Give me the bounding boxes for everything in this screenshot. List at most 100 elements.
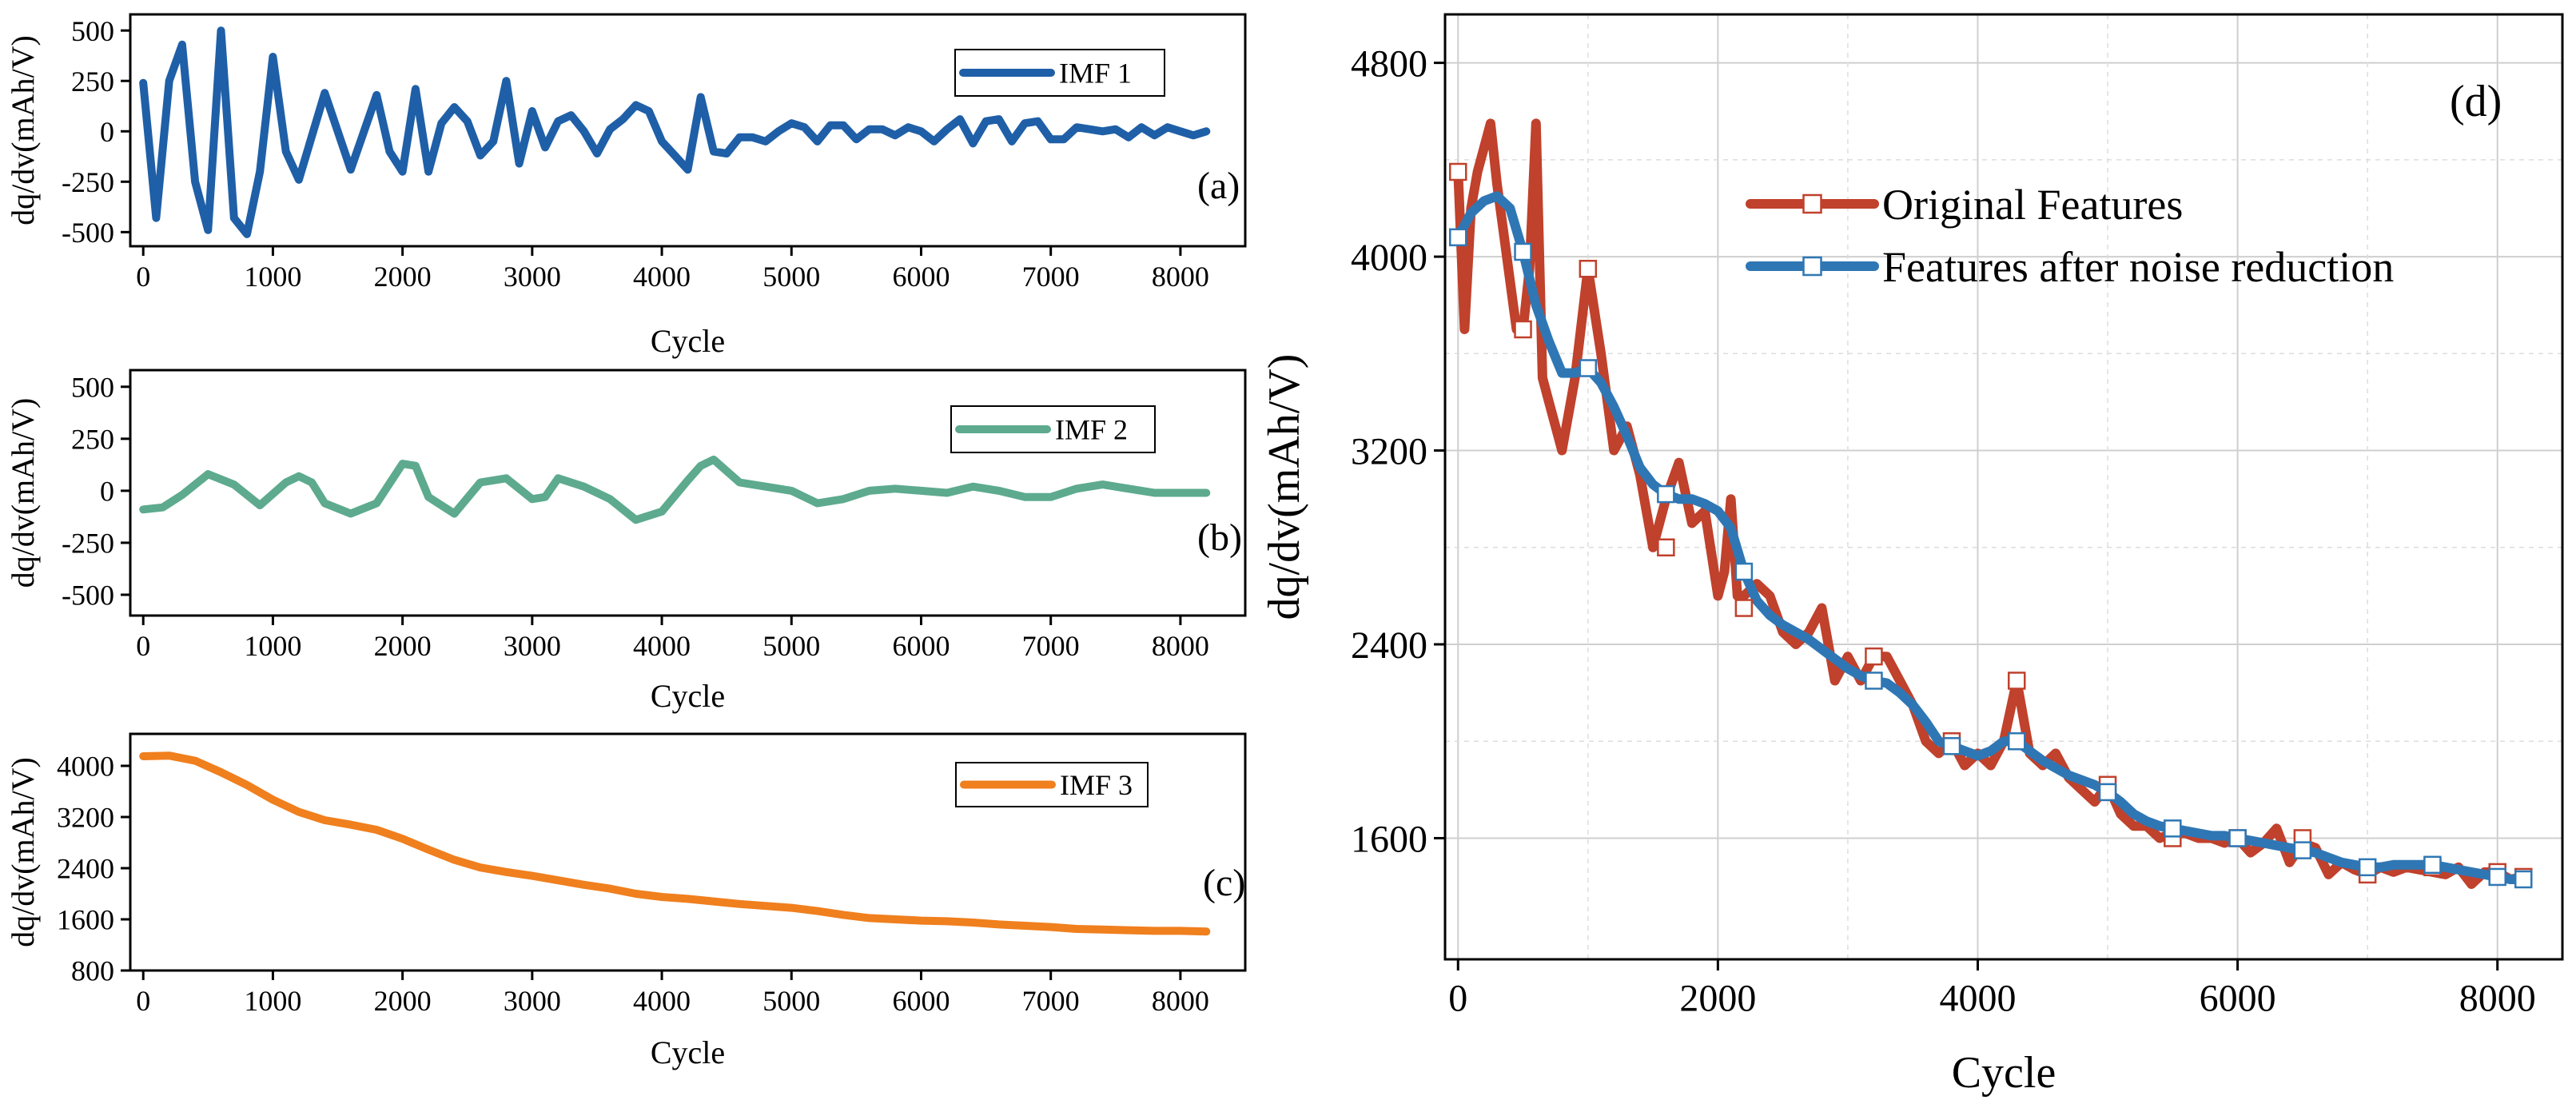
panel-label: (d)	[2450, 77, 2502, 126]
x-tick-label: 5000	[762, 985, 820, 1017]
y-tick-label: 4000	[1351, 237, 1427, 279]
x-tick-label: 5000	[762, 630, 820, 662]
y-tick-label: 4800	[1351, 42, 1427, 85]
y-tick-label: 4000	[57, 751, 114, 783]
x-tick-label: 1000	[244, 985, 301, 1017]
series-line-imf-1	[139, 26, 1211, 238]
data-point-marker	[2164, 819, 2182, 838]
data-point-marker	[2008, 672, 2026, 690]
y-axis-label: dq/dv(mAh/V)	[5, 35, 41, 225]
y-tick-label: 250	[71, 66, 114, 98]
plot-frame	[1443, 13, 2564, 961]
data-point-marker	[2358, 858, 2377, 877]
x-tick-label: 5000	[762, 261, 820, 293]
y-tick-label: -250	[62, 528, 114, 560]
series-line-imf-3	[139, 751, 1211, 936]
data-point-marker	[2293, 841, 2312, 859]
panel-a: 0 1000 2000 3000 4000 5000 6000 7000 8000-500-25…	[5, 13, 1247, 359]
data-point-marker	[1449, 228, 1467, 247]
y-axis-label: dq/dv(mAh/V)	[5, 757, 41, 947]
x-tick-label: 7000	[1022, 261, 1080, 293]
x-tick-label: 0	[136, 985, 150, 1017]
x-tick-label: 3000	[504, 630, 561, 662]
y-tick-label: 3200	[1351, 430, 1427, 472]
panel-label: (a)	[1197, 165, 1240, 207]
data-point-marker	[1579, 359, 1598, 377]
x-tick-label: 6000	[892, 985, 950, 1017]
x-tick-label: 4000	[633, 261, 691, 293]
legend-label: IMF 3	[1060, 769, 1133, 801]
legend-label: IMF 2	[1055, 414, 1128, 446]
panel-b: 0 1000 2000 3000 4000 5000 6000 7000 8000-500-25…	[5, 369, 1247, 714]
plot-frame	[129, 369, 1247, 617]
y-tick-label: -500	[62, 217, 114, 249]
data-point-marker	[2514, 870, 2533, 889]
series-line-imf-2	[139, 455, 1211, 524]
x-tick-label: 1000	[244, 630, 301, 662]
y-tick-label: 800	[71, 955, 114, 987]
x-tick-label: 8000	[1152, 630, 1209, 662]
data-point-marker	[1734, 599, 1754, 617]
x-tick-label: 0	[136, 630, 150, 662]
x-tick-label: 0	[136, 261, 150, 293]
y-tick-label: 0	[100, 475, 114, 507]
data-point-marker	[1449, 162, 1467, 181]
y-tick-label: 1600	[57, 904, 114, 936]
x-axis-label: Cycle	[651, 678, 725, 714]
y-tick-label: 500	[71, 371, 114, 403]
legend-marker	[1802, 256, 1822, 277]
data-point-marker	[2488, 867, 2506, 887]
x-axis-label: Cycle	[651, 1034, 725, 1070]
series-line-features-after-noise-reduction	[1453, 191, 2529, 884]
data-point-marker	[1865, 647, 1883, 666]
y-tick-label: 2400	[57, 853, 114, 885]
x-tick-label: 4000	[633, 985, 691, 1017]
x-tick-label: 2000	[1679, 977, 1756, 1019]
legend-box	[950, 405, 1156, 453]
panel-label: (c)	[1203, 862, 1245, 904]
legend-label: Features after noise reduction	[1882, 243, 2394, 291]
plot-area	[139, 751, 1211, 936]
x-axis-label: Cycle	[1952, 1048, 2056, 1098]
x-tick-label: 7000	[1022, 985, 1080, 1017]
data-point-marker	[1865, 672, 1883, 690]
y-tick-label: 3200	[57, 802, 114, 834]
y-tick-label: -250	[62, 166, 114, 198]
plot-area	[139, 26, 1211, 238]
y-tick-label: 2400	[1351, 624, 1427, 667]
data-point-marker	[2098, 783, 2117, 802]
x-axis-label: Cycle	[651, 323, 725, 359]
plot-area	[1453, 118, 2529, 889]
data-point-marker	[1514, 320, 1532, 339]
y-axis-label: dq/dv(mAh/V)	[5, 398, 41, 588]
data-point-marker	[1579, 259, 1598, 278]
x-tick-label: 2000	[374, 630, 432, 662]
y-tick-label: 1600	[1351, 818, 1427, 860]
y-tick-label: 500	[71, 15, 114, 47]
data-point-marker	[1942, 737, 1961, 755]
legend-label: Original Features	[1882, 181, 2183, 229]
x-tick-label: 3000	[504, 261, 561, 293]
x-tick-label: 6000	[892, 630, 950, 662]
x-tick-label: 0	[1448, 977, 1467, 1019]
panel-label: (b)	[1197, 516, 1242, 559]
y-tick-label: -500	[62, 580, 114, 612]
data-point-marker	[1514, 242, 1532, 261]
legend-marker	[1802, 193, 1822, 214]
data-point-marker	[2228, 829, 2247, 847]
panel-d: 0 2000 4000 6000 8000 1600 2400 3200 4000 4800 Cyc…	[1260, 13, 2564, 1098]
x-tick-label: 2000	[374, 985, 432, 1017]
series-line-original-features	[1453, 118, 2529, 889]
data-point-marker	[1657, 484, 1675, 504]
plot-area	[139, 455, 1211, 524]
data-point-marker	[2008, 731, 2026, 751]
legend-label: IMF 1	[1059, 58, 1132, 90]
panel-c: 0 1000 2000 3000 4000 5000 6000 7000 8000 800 1600…	[5, 732, 1247, 1070]
x-tick-label: 4000	[1939, 977, 2016, 1019]
data-point-marker	[1657, 538, 1675, 557]
data-point-marker	[1734, 562, 1754, 581]
x-tick-label: 6000	[2200, 977, 2276, 1019]
plot-frame	[129, 732, 1247, 972]
data-point-marker	[2423, 855, 2442, 875]
